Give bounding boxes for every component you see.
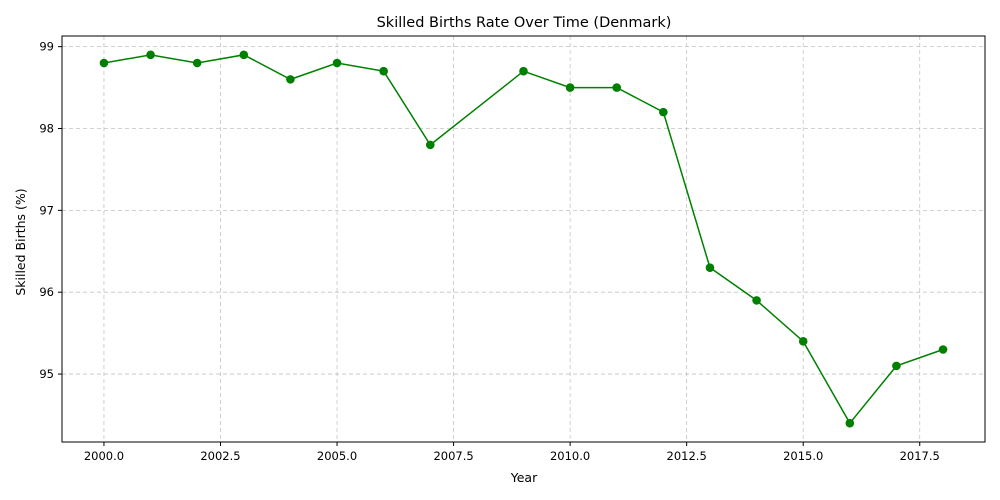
data-point <box>612 83 622 92</box>
data-point <box>519 66 528 76</box>
data-point <box>286 75 295 84</box>
x-tick-label: 2015.0 <box>783 449 823 463</box>
data-point <box>425 140 435 150</box>
y-tick-label: 95 <box>39 367 54 381</box>
data-point <box>565 83 575 92</box>
grid-lines <box>62 36 985 442</box>
data-point <box>332 58 342 68</box>
x-tick-label: 2007.5 <box>433 449 473 463</box>
x-axis-ticks: 2000.0 2002.5 2005.0 2007.5 2010.0 2012.5 2015… <box>84 442 940 463</box>
y-axis-label: Skilled Births (%) <box>13 188 28 295</box>
x-tick-label: 2017.5 <box>900 449 940 463</box>
y-axis-ticks: 95 96 97 98 99 <box>39 40 62 381</box>
data-point <box>379 66 388 76</box>
data-point <box>938 345 948 354</box>
data-point <box>892 361 901 371</box>
data-point <box>192 58 202 68</box>
data-point <box>239 50 249 60</box>
plot-area-frame <box>61 35 986 443</box>
x-tick-label: 2010.0 <box>550 449 590 463</box>
y-tick-label: 99 <box>39 40 54 54</box>
y-tick-label: 98 <box>39 121 54 135</box>
x-tick-label: 2002.5 <box>200 449 240 463</box>
data-point <box>99 58 109 68</box>
x-tick-label: 2005.0 <box>317 449 357 463</box>
data-point <box>659 107 668 117</box>
chart-title: Skilled Births Rate Over Time (Denmark) <box>377 15 672 31</box>
data-point <box>146 50 155 60</box>
series-line <box>103 54 944 425</box>
data-point <box>798 337 808 346</box>
series-group <box>99 50 948 428</box>
y-tick-label: 96 <box>39 285 54 299</box>
x-tick-label: 2012.5 <box>667 449 707 463</box>
y-tick-label: 97 <box>39 203 54 217</box>
x-axis-label: Year <box>510 470 538 485</box>
x-tick-label: 2000.0 <box>84 449 124 463</box>
data-point <box>752 296 761 305</box>
data-point <box>705 263 715 272</box>
data-point <box>845 418 855 428</box>
